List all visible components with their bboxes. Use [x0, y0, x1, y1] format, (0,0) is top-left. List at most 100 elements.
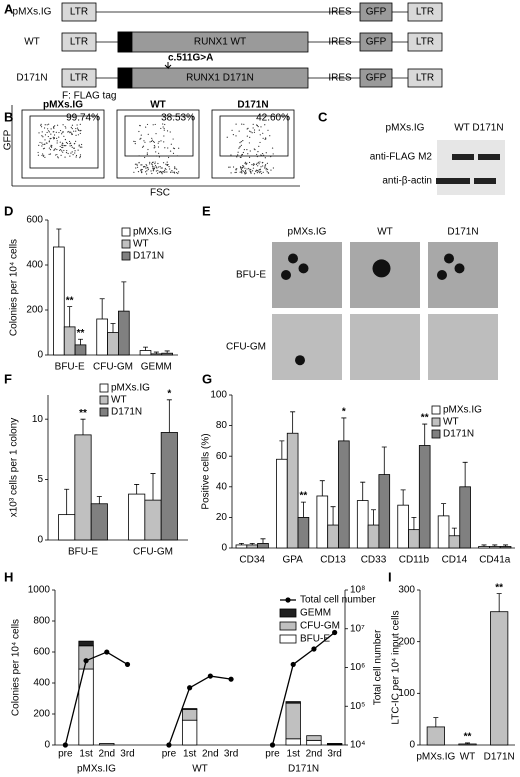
flow-dot	[241, 154, 243, 156]
flow-dot	[135, 167, 137, 169]
line-point	[62, 742, 68, 748]
flow-percent: 42.60%	[256, 113, 290, 124]
flow-dot	[164, 171, 166, 173]
error-bar	[496, 593, 502, 612]
construct-name: pMXs.IG	[13, 7, 52, 18]
ires: IRES	[328, 73, 352, 84]
bar-segment	[285, 702, 301, 740]
bar	[408, 529, 420, 549]
flow-dot	[252, 170, 254, 172]
colony-image	[350, 314, 420, 380]
error-bar	[67, 306, 73, 327]
flow-dot	[256, 153, 258, 156]
flow-dot	[41, 153, 44, 155]
error-bar	[465, 742, 470, 744]
y-axis-label: Positive cells (%)	[201, 433, 212, 509]
annotation: *	[342, 407, 346, 418]
ires: IRES	[328, 37, 352, 48]
line	[271, 631, 336, 746]
flow-dot	[166, 161, 168, 163]
legend-label: D171N	[133, 251, 164, 262]
flow-dot	[141, 168, 143, 171]
flow-dot	[259, 168, 261, 170]
flow-dot	[57, 156, 59, 158]
legend-swatch	[431, 405, 441, 415]
bar	[246, 544, 259, 549]
legend-swatch	[431, 429, 441, 439]
annotation: **	[421, 413, 429, 424]
flow-dot	[258, 171, 260, 173]
flow-dot	[151, 172, 153, 175]
annotation: **	[77, 328, 85, 339]
flow-dot	[237, 151, 239, 153]
bar	[488, 546, 501, 549]
flow-dot	[159, 170, 162, 173]
flow-dot	[258, 145, 260, 147]
flow-dot	[160, 140, 162, 142]
flow-dot	[238, 130, 240, 132]
flow-dot	[43, 154, 45, 156]
flow-dot	[42, 148, 45, 150]
flow-dot	[136, 163, 138, 165]
gate	[29, 115, 99, 169]
flow-dot	[270, 169, 272, 171]
flow-dot	[173, 171, 175, 173]
bar	[499, 546, 512, 549]
flow-dot	[256, 155, 259, 158]
flow-dot	[252, 167, 255, 169]
flag-box	[117, 67, 133, 89]
line-point	[207, 673, 213, 679]
line-point	[332, 629, 338, 636]
flow-dot	[136, 164, 138, 166]
flow-dot	[262, 171, 264, 173]
flow-dot	[168, 166, 170, 168]
flow-dot	[246, 168, 248, 170]
flow-dot	[144, 141, 146, 143]
x-tick-label: GEMM	[141, 362, 172, 373]
flow-dot	[253, 129, 256, 131]
flow-dot	[261, 154, 263, 157]
flow-dot	[48, 153, 50, 156]
error-bar	[300, 501, 306, 518]
band	[478, 154, 500, 160]
error-bar	[78, 338, 83, 345]
flow-dot	[56, 140, 58, 142]
y-tick-label: 600	[33, 647, 50, 658]
flow-dot	[78, 144, 80, 146]
flow-dot	[66, 150, 68, 152]
flow-dot	[236, 156, 238, 158]
flow-dot	[140, 168, 142, 171]
flow-dot	[145, 167, 147, 169]
flow-dot	[59, 149, 61, 151]
flow-dot	[65, 145, 67, 147]
flow-dot	[140, 137, 142, 139]
flow-dot	[136, 166, 139, 168]
flow-dot	[145, 171, 147, 173]
flow-dot	[154, 163, 156, 165]
flow-dot	[46, 128, 49, 130]
flow-dot	[258, 169, 260, 171]
legend-label: WT	[111, 395, 127, 406]
x-tick-label: CD41a	[479, 555, 511, 566]
flow-dot	[235, 135, 237, 137]
legend-label: GEMM	[300, 608, 331, 619]
flow-dot	[139, 138, 141, 140]
flow-dot	[151, 165, 154, 167]
flow-dot	[151, 161, 154, 164]
flow-dot	[264, 166, 266, 168]
bar-segment	[78, 645, 94, 670]
flow-dot	[235, 123, 237, 125]
flow-dot	[165, 168, 167, 171]
flow-dot	[52, 136, 54, 138]
flow-dot	[59, 141, 61, 143]
flow-dot	[239, 171, 241, 173]
flow-dot	[75, 130, 77, 132]
flow-dot	[44, 156, 46, 158]
flow-dot	[266, 162, 269, 164]
flow-dot	[242, 140, 244, 142]
y-tick-label: 400	[26, 260, 43, 271]
blot-row: anti-β-actin	[382, 176, 432, 187]
flow-dot	[271, 147, 274, 149]
flow-dot	[53, 127, 55, 129]
flow-dot	[146, 166, 148, 169]
